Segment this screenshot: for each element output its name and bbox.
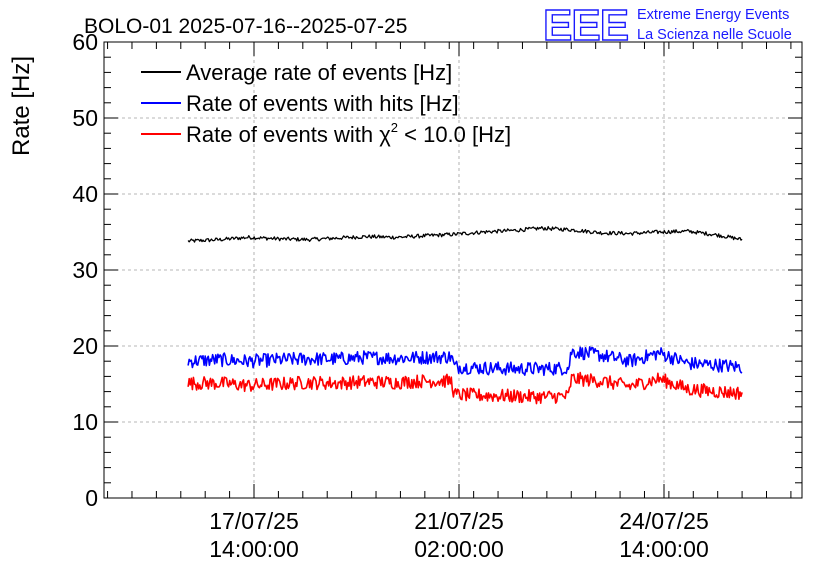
y-tick-label: 20 (72, 333, 98, 359)
series-line-0 (187, 225, 743, 243)
legend: Average rate of events [Hz] Rate of even… (141, 60, 511, 147)
grid (104, 42, 802, 498)
chart-title: BOLO-01 2025-07-16--2025-07-25 (84, 15, 407, 38)
x-tick-label-time: 14:00:00 (209, 536, 299, 562)
eee-logo: EEE Extreme Energy Events La Scienza nel… (542, 0, 792, 50)
x-tick-label-date: 17/07/25 (209, 508, 299, 534)
series-line-2 (187, 371, 743, 405)
legend-label-hits: Rate of events with hits [Hz] (186, 91, 459, 116)
logo-line1: Extreme Energy Events (637, 7, 789, 23)
legend-chi2-suffix: < 10.0 [Hz] (398, 122, 511, 147)
legend-chi2-symbol: χ (379, 122, 391, 147)
y-tick-label: 60 (72, 29, 98, 55)
y-axis-label: Rate [Hz] (8, 56, 35, 156)
axes: 010203040506017/07/2514:00:0021/07/2502:… (72, 29, 802, 562)
x-tick-label-time: 14:00:00 (619, 536, 709, 562)
y-tick-label: 40 (72, 181, 98, 207)
logo-line2: La Scienza nelle Scuole (637, 27, 792, 43)
y-tick-label: 30 (72, 257, 98, 283)
y-tick-label: 50 (72, 105, 98, 131)
y-tick-label: 0 (85, 485, 98, 511)
legend-label-chi2: Rate of events with χ2 < 10.0 [Hz] (186, 120, 511, 147)
eee-logo-mark: EEE (543, 1, 628, 50)
legend-chi2-superscript: 2 (391, 120, 398, 135)
legend-label-average: Average rate of events [Hz] (186, 60, 452, 85)
x-tick-label-date: 21/07/25 (414, 508, 504, 534)
y-tick-label: 10 (72, 409, 98, 435)
x-tick-label-date: 24/07/25 (619, 508, 709, 534)
legend-chi2-prefix: Rate of events with (186, 122, 379, 147)
series-layer (187, 225, 743, 405)
x-tick-label-time: 02:00:00 (414, 536, 504, 562)
series-line-1 (187, 346, 743, 377)
